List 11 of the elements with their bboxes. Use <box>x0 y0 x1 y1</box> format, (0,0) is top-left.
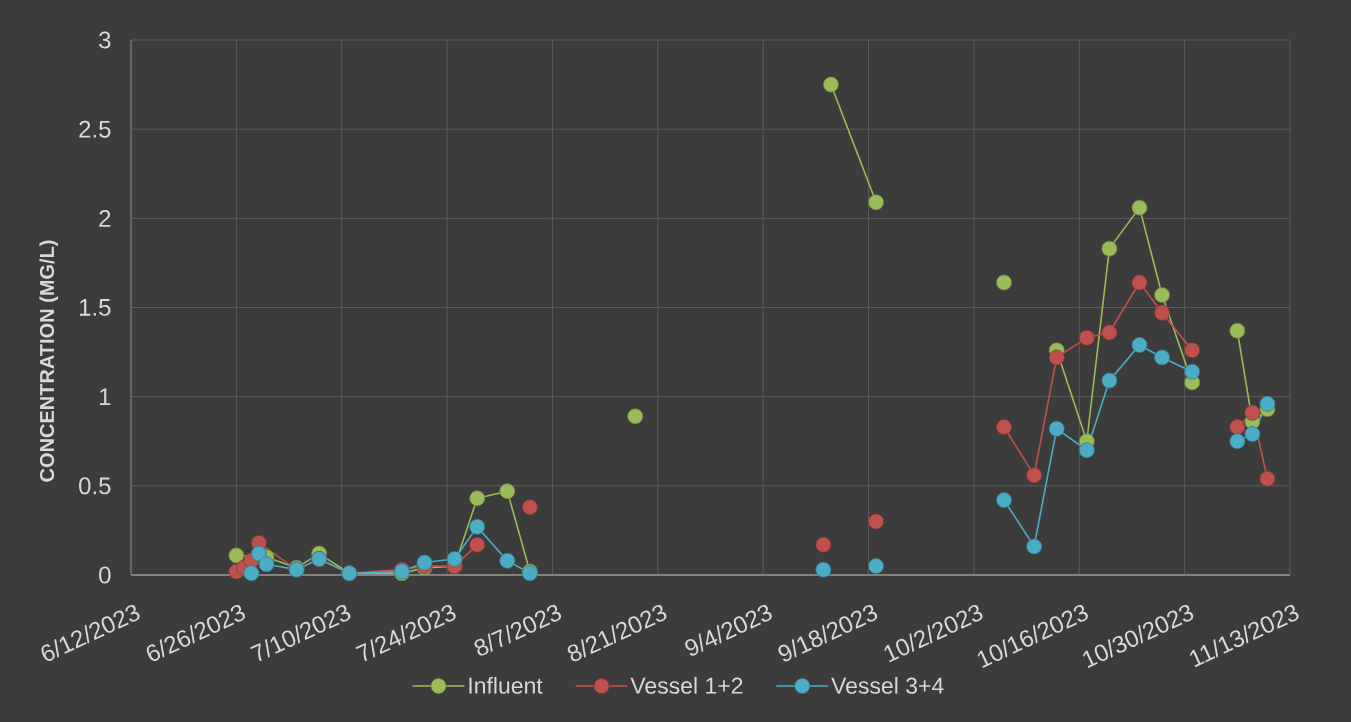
y-tick-label: 2 <box>99 209 111 227</box>
y-axis-title: CONCENTRATION (MG/L) <box>39 240 59 482</box>
y-tick-label: 0.5 <box>79 477 111 495</box>
legend-label: Vessel 1+2 <box>630 676 743 694</box>
y-tick-label: 0 <box>99 566 111 584</box>
legend-label: Influent <box>469 676 543 694</box>
y-tick-label: 3 <box>99 31 111 49</box>
y-tick-label: 2.5 <box>79 120 111 138</box>
y-tick-label: 1.5 <box>79 299 111 316</box>
legend-label: Vessel 3+4 <box>831 676 944 694</box>
y-tick-label: 1 <box>99 388 111 405</box>
